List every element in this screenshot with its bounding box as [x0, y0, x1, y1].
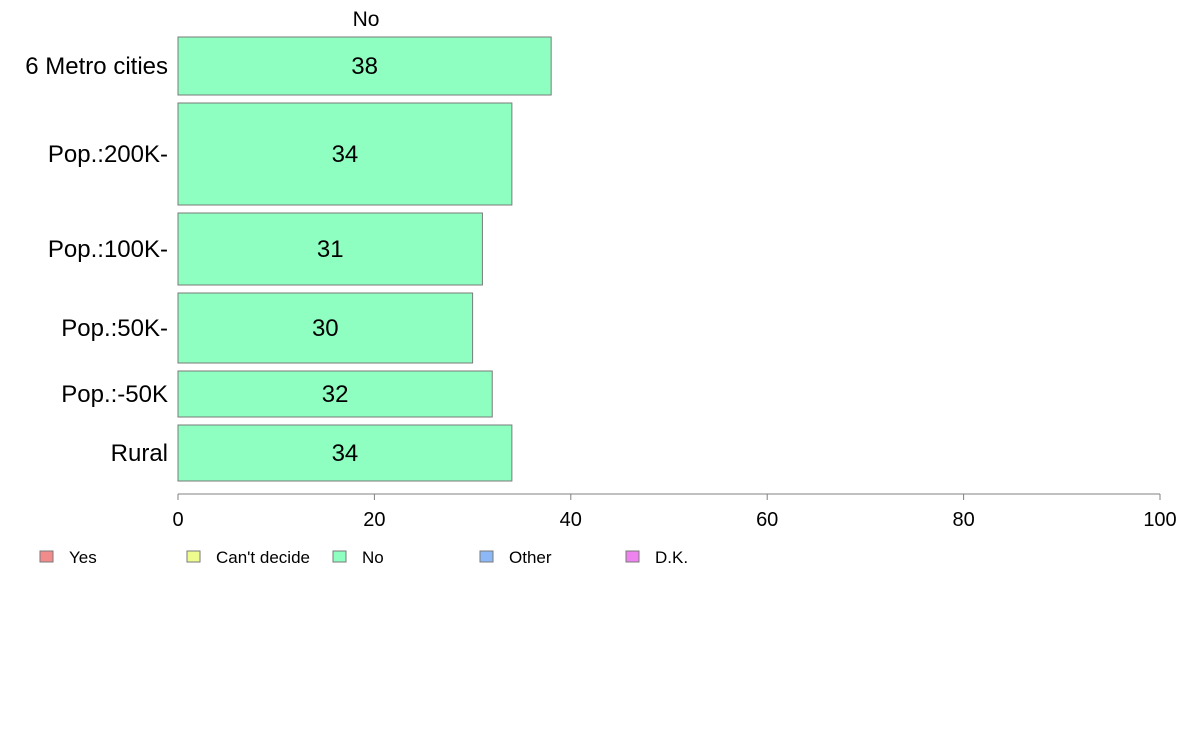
category-label: Pop.:100K- — [48, 236, 168, 263]
x-tick-label: 20 — [363, 509, 385, 531]
bar-0 — [177, 36, 552, 96]
legend-label: D.K. — [655, 548, 688, 567]
x-tick-label: 40 — [560, 509, 582, 531]
column-title: No — [353, 8, 380, 31]
bar-4 — [177, 370, 493, 418]
category-label: Pop.:-50K — [61, 381, 168, 408]
legend-label: No — [362, 548, 384, 567]
x-tick-label: 80 — [952, 509, 974, 531]
data-label: 30 — [312, 315, 339, 342]
bar-3 — [177, 292, 474, 364]
category-label: Rural — [111, 440, 168, 467]
data-label: 34 — [332, 440, 359, 467]
bar-1 — [177, 102, 513, 206]
bars-group: 6 Metro cities 38 Pop.:200K- 34 Pop.:100K- 31… — [25, 36, 552, 482]
legend: Yes Can't decide No Other D.K. — [39, 548, 688, 567]
data-label: 32 — [322, 381, 349, 408]
x-axis: 0 20 40 60 80 100 — [172, 493, 1177, 531]
legend-label: Other — [509, 548, 552, 567]
x-tick-label: 60 — [756, 509, 778, 531]
data-label: 31 — [317, 236, 344, 263]
data-label: 38 — [351, 53, 378, 80]
x-tick-label: 0 — [172, 509, 183, 531]
legend-swatch — [186, 550, 201, 563]
legend-label: Can't decide — [216, 548, 310, 567]
category-label: Pop.:200K- — [48, 141, 168, 168]
bar-2 — [177, 212, 483, 286]
x-tick-label: 100 — [1143, 509, 1176, 531]
bar-5 — [177, 424, 513, 482]
legend-swatch — [479, 550, 494, 563]
legend-swatch — [332, 550, 347, 563]
legend-swatch — [625, 550, 640, 563]
legend-swatch — [39, 550, 54, 563]
category-label: 6 Metro cities — [25, 53, 168, 80]
data-label: 34 — [332, 141, 359, 168]
legend-label: Yes — [69, 548, 97, 567]
category-label: Pop.:50K- — [61, 315, 168, 342]
